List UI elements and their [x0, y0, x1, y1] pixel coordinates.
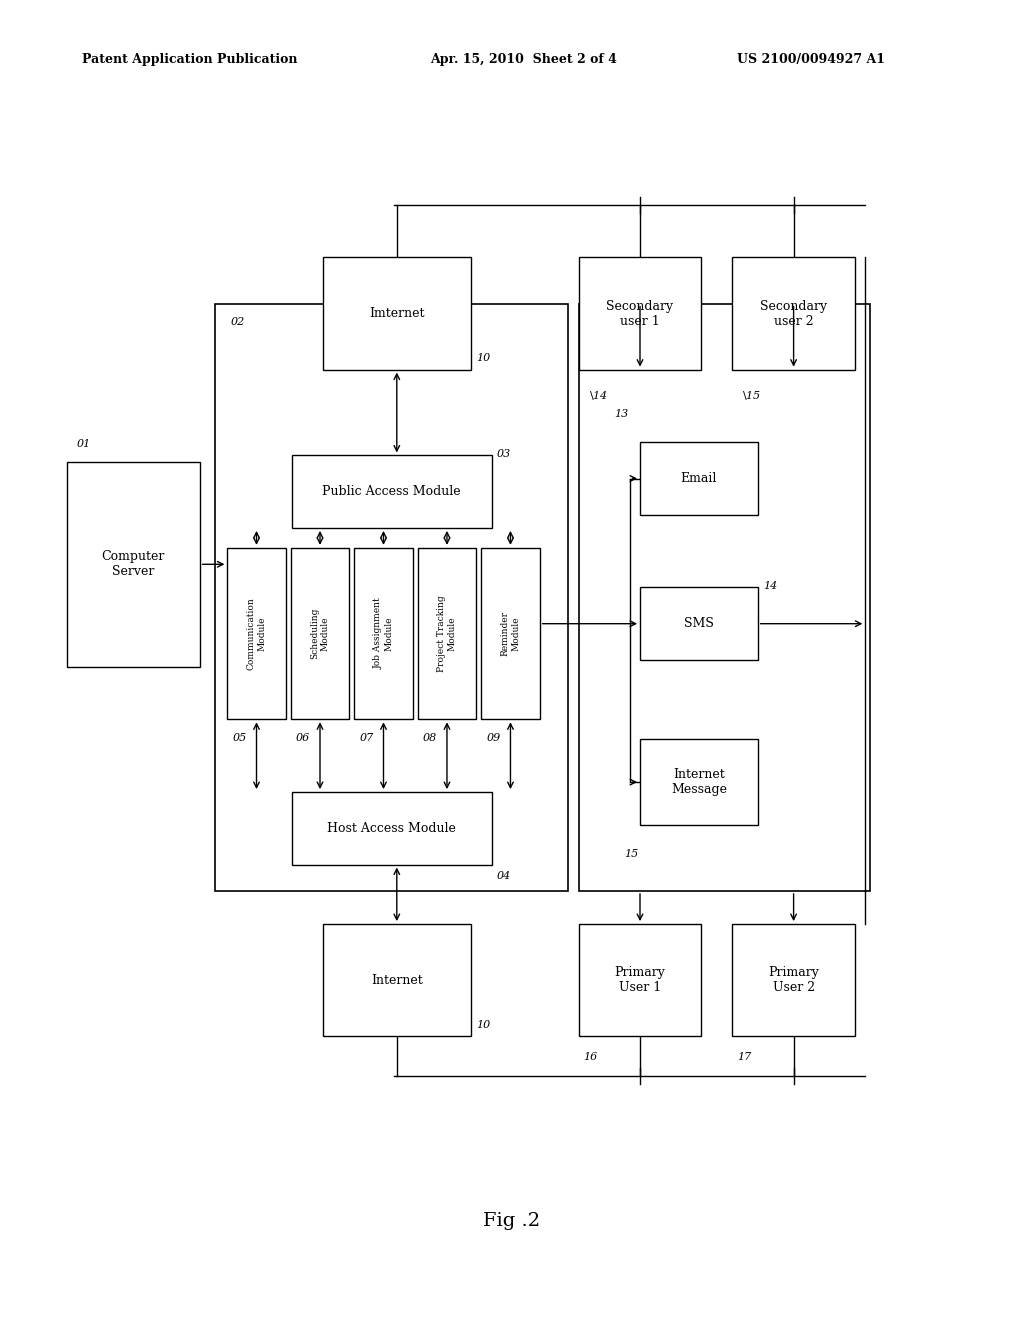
Text: 04: 04 [497, 871, 511, 882]
Text: 02: 02 [230, 317, 245, 327]
Bar [292, 792, 492, 865]
Text: 10: 10 [476, 1019, 490, 1030]
Bar [323, 924, 471, 1036]
Text: Secondary
user 2: Secondary user 2 [760, 300, 827, 327]
Text: SMS: SMS [684, 618, 714, 630]
Text: Internet: Internet [371, 974, 423, 986]
Text: 16: 16 [584, 1052, 598, 1063]
Text: Email: Email [681, 473, 717, 484]
Text: 13: 13 [614, 409, 629, 420]
Bar [418, 548, 476, 719]
Text: Job Assignment
Module: Job Assignment Module [374, 598, 393, 669]
Text: 09: 09 [486, 733, 501, 743]
Text: 10: 10 [476, 352, 490, 363]
Bar [640, 587, 758, 660]
Bar [354, 548, 413, 719]
Text: Computer
Server: Computer Server [101, 550, 165, 578]
Text: Internet
Message: Internet Message [671, 768, 727, 796]
Text: Project Tracking
Module: Project Tracking Module [437, 595, 457, 672]
Text: 17: 17 [737, 1052, 752, 1063]
Bar [227, 548, 286, 719]
Text: $\backslash$15: $\backslash$15 [742, 389, 762, 403]
Text: Imternet: Imternet [369, 308, 425, 319]
Text: Public Access Module: Public Access Module [323, 486, 461, 498]
Text: 15: 15 [625, 849, 639, 859]
Bar [579, 304, 870, 891]
Text: Secondary
user 1: Secondary user 1 [606, 300, 674, 327]
Text: Primary
User 2: Primary User 2 [768, 966, 819, 994]
Text: 08: 08 [423, 733, 437, 743]
Bar [640, 442, 758, 515]
Text: 03: 03 [497, 449, 511, 459]
Bar [67, 462, 200, 667]
Text: 01: 01 [77, 438, 91, 449]
Text: 06: 06 [296, 733, 310, 743]
Text: 14: 14 [763, 581, 777, 591]
Text: 07: 07 [359, 733, 374, 743]
Text: Host Access Module: Host Access Module [328, 822, 456, 834]
Bar [732, 924, 855, 1036]
Text: Patent Application Publication: Patent Application Publication [82, 53, 297, 66]
Bar [640, 739, 758, 825]
Bar [291, 548, 349, 719]
Bar [579, 257, 701, 370]
Text: $\backslash$14: $\backslash$14 [589, 389, 608, 403]
Text: Fig .2: Fig .2 [483, 1212, 541, 1230]
Bar [292, 455, 492, 528]
Bar [481, 548, 540, 719]
Text: US 2100/0094927 A1: US 2100/0094927 A1 [737, 53, 886, 66]
Bar [323, 257, 471, 370]
Text: 05: 05 [232, 733, 247, 743]
Text: Primary
User 1: Primary User 1 [614, 966, 666, 994]
Text: Reminder
Module: Reminder Module [501, 611, 520, 656]
Bar [579, 924, 701, 1036]
Text: Communication
Module: Communication Module [247, 597, 266, 671]
Text: Apr. 15, 2010  Sheet 2 of 4: Apr. 15, 2010 Sheet 2 of 4 [430, 53, 616, 66]
Text: Scheduling
Module: Scheduling Module [310, 609, 330, 659]
Bar [215, 304, 568, 891]
Bar [732, 257, 855, 370]
